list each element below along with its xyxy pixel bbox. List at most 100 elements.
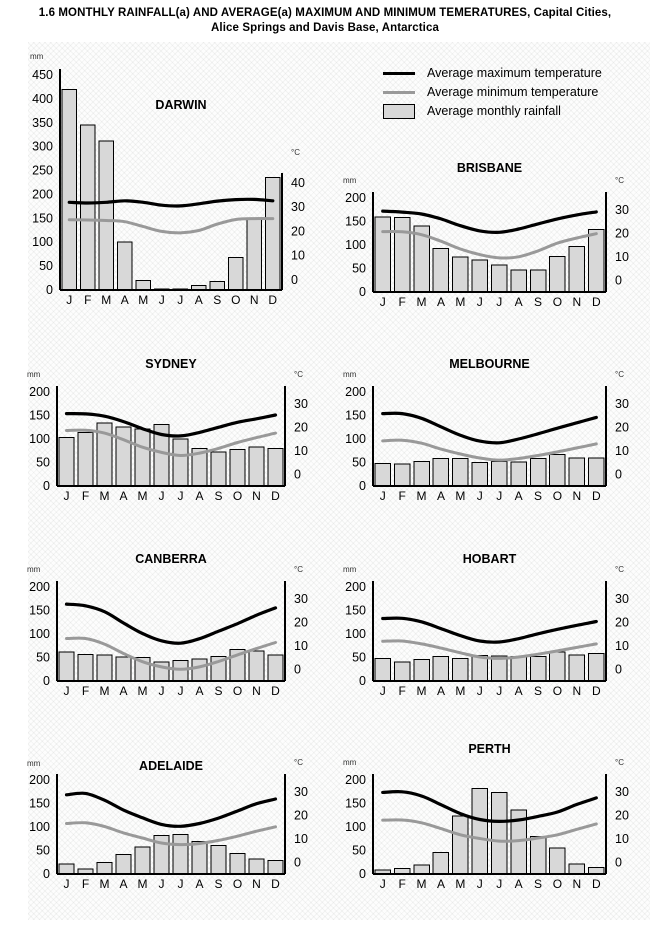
- rain-bar: [588, 457, 605, 487]
- month-label: J: [159, 877, 165, 891]
- c-tick-label: 20: [294, 420, 308, 434]
- c-tick-label: 0: [615, 273, 622, 287]
- month-label: A: [437, 684, 445, 698]
- chart-svg-darwin: 0 50 100 150 200 250 300 350 400 450 mm 0 10 20 30 40 °C…: [30, 52, 305, 307]
- rain-bar: [77, 431, 94, 487]
- c-tick-label: 20: [615, 420, 629, 434]
- mm-tick-label: 0: [359, 867, 366, 881]
- month-label: O: [231, 293, 240, 307]
- rain-bar: [61, 88, 78, 291]
- tmax-line: [67, 197, 275, 208]
- rain-bar: [510, 656, 527, 682]
- month-label: A: [515, 684, 523, 698]
- c-tick-label: 0: [615, 467, 622, 481]
- mm-unit-label: mm: [27, 370, 41, 379]
- month-label: M: [101, 293, 111, 307]
- rain-bar: [58, 437, 75, 487]
- rain-bar: [490, 461, 508, 487]
- c-tick-label: 10: [294, 639, 308, 653]
- c-tick-label: 20: [615, 615, 629, 629]
- month-label: D: [268, 293, 277, 307]
- rain-bar: [267, 654, 284, 682]
- month-label: J: [380, 877, 386, 891]
- month-label: F: [398, 684, 405, 698]
- month-label: A: [437, 295, 445, 309]
- rain-bar: [568, 245, 586, 293]
- mm-tick-label: 450: [32, 68, 53, 82]
- mm-tick-label: 0: [43, 867, 50, 881]
- rain-bar: [172, 834, 189, 875]
- mm-tick-label: 150: [345, 409, 366, 423]
- legend-min-label: Average minimum temperature: [427, 85, 599, 99]
- month-label: M: [100, 877, 110, 891]
- month-label: D: [592, 684, 601, 698]
- rain-bar: [490, 792, 508, 875]
- rain-bar: [588, 653, 605, 682]
- mm-tick-label: 100: [32, 235, 53, 249]
- rain-bar: [393, 661, 411, 682]
- month-label: M: [100, 684, 110, 698]
- mm-tick-label: 0: [46, 283, 53, 297]
- mm-tick-label: 200: [345, 385, 366, 399]
- mm-tick-label: 150: [345, 604, 366, 618]
- month-label: A: [515, 489, 523, 503]
- month-label: J: [380, 489, 386, 503]
- rain-bar: [210, 451, 227, 487]
- legend-item-rain: Average monthly rainfall: [383, 102, 602, 120]
- rain-bar: [529, 269, 547, 293]
- c-tick-label: 0: [294, 855, 301, 869]
- tmin-line: [65, 821, 277, 847]
- rain-bar: [96, 654, 113, 682]
- charts-panel: Average maximum temperature Average mini…: [27, 42, 650, 920]
- mm-tick-label: 250: [32, 164, 53, 178]
- rain-bar: [529, 835, 547, 875]
- rain-bar: [79, 124, 96, 291]
- rain-bar: [471, 788, 488, 875]
- legend-rain-label: Average monthly rainfall: [427, 104, 561, 118]
- rain-bar: [134, 846, 151, 875]
- rain-bar: [116, 241, 133, 291]
- mm-tick-label: 300: [32, 140, 53, 154]
- rain-bar: [191, 658, 208, 682]
- month-label: J: [380, 295, 386, 309]
- month-label: S: [213, 293, 221, 307]
- month-label: F: [398, 489, 405, 503]
- month-label: O: [233, 684, 242, 698]
- month-label: J: [64, 489, 70, 503]
- month-label: N: [573, 489, 582, 503]
- month-label: J: [64, 877, 70, 891]
- mm-tick-label: 100: [345, 820, 366, 834]
- rain-bar: [115, 426, 132, 487]
- tmin-line: [381, 639, 598, 660]
- rain-bar: [96, 861, 113, 875]
- rain-bar: [393, 463, 411, 487]
- month-label: F: [82, 877, 89, 891]
- rain-bar: [452, 815, 469, 875]
- c-tick-label: 0: [294, 662, 301, 676]
- c-tick-label: 0: [615, 662, 622, 676]
- page-title-line2: Alice Springs and Davis Base, Antarctica: [211, 22, 439, 34]
- rain-bar: [510, 461, 527, 487]
- rain-bar: [549, 454, 566, 487]
- month-label: A: [195, 293, 203, 307]
- rain-bar: [452, 458, 469, 487]
- month-label: J: [178, 489, 184, 503]
- tmax-line: [381, 209, 598, 234]
- month-label: D: [592, 877, 601, 891]
- mm-tick-label: 200: [29, 385, 50, 399]
- c-tick-label: 30: [615, 203, 629, 217]
- mm-tick-label: 150: [32, 211, 53, 225]
- month-label: A: [515, 295, 523, 309]
- rainfall-bar-swatch: [383, 103, 415, 119]
- tmin-line: [65, 636, 277, 671]
- chart-adelaide: 0 50 100 150 200 mm 0 10 20 30 °C J F M A M J J A S O N D ADELA…: [23, 742, 333, 894]
- month-label: D: [271, 684, 280, 698]
- month-label: M: [138, 489, 148, 503]
- rain-bar: [374, 657, 391, 682]
- c-tick-label: 0: [615, 855, 622, 869]
- month-label: J: [159, 293, 165, 307]
